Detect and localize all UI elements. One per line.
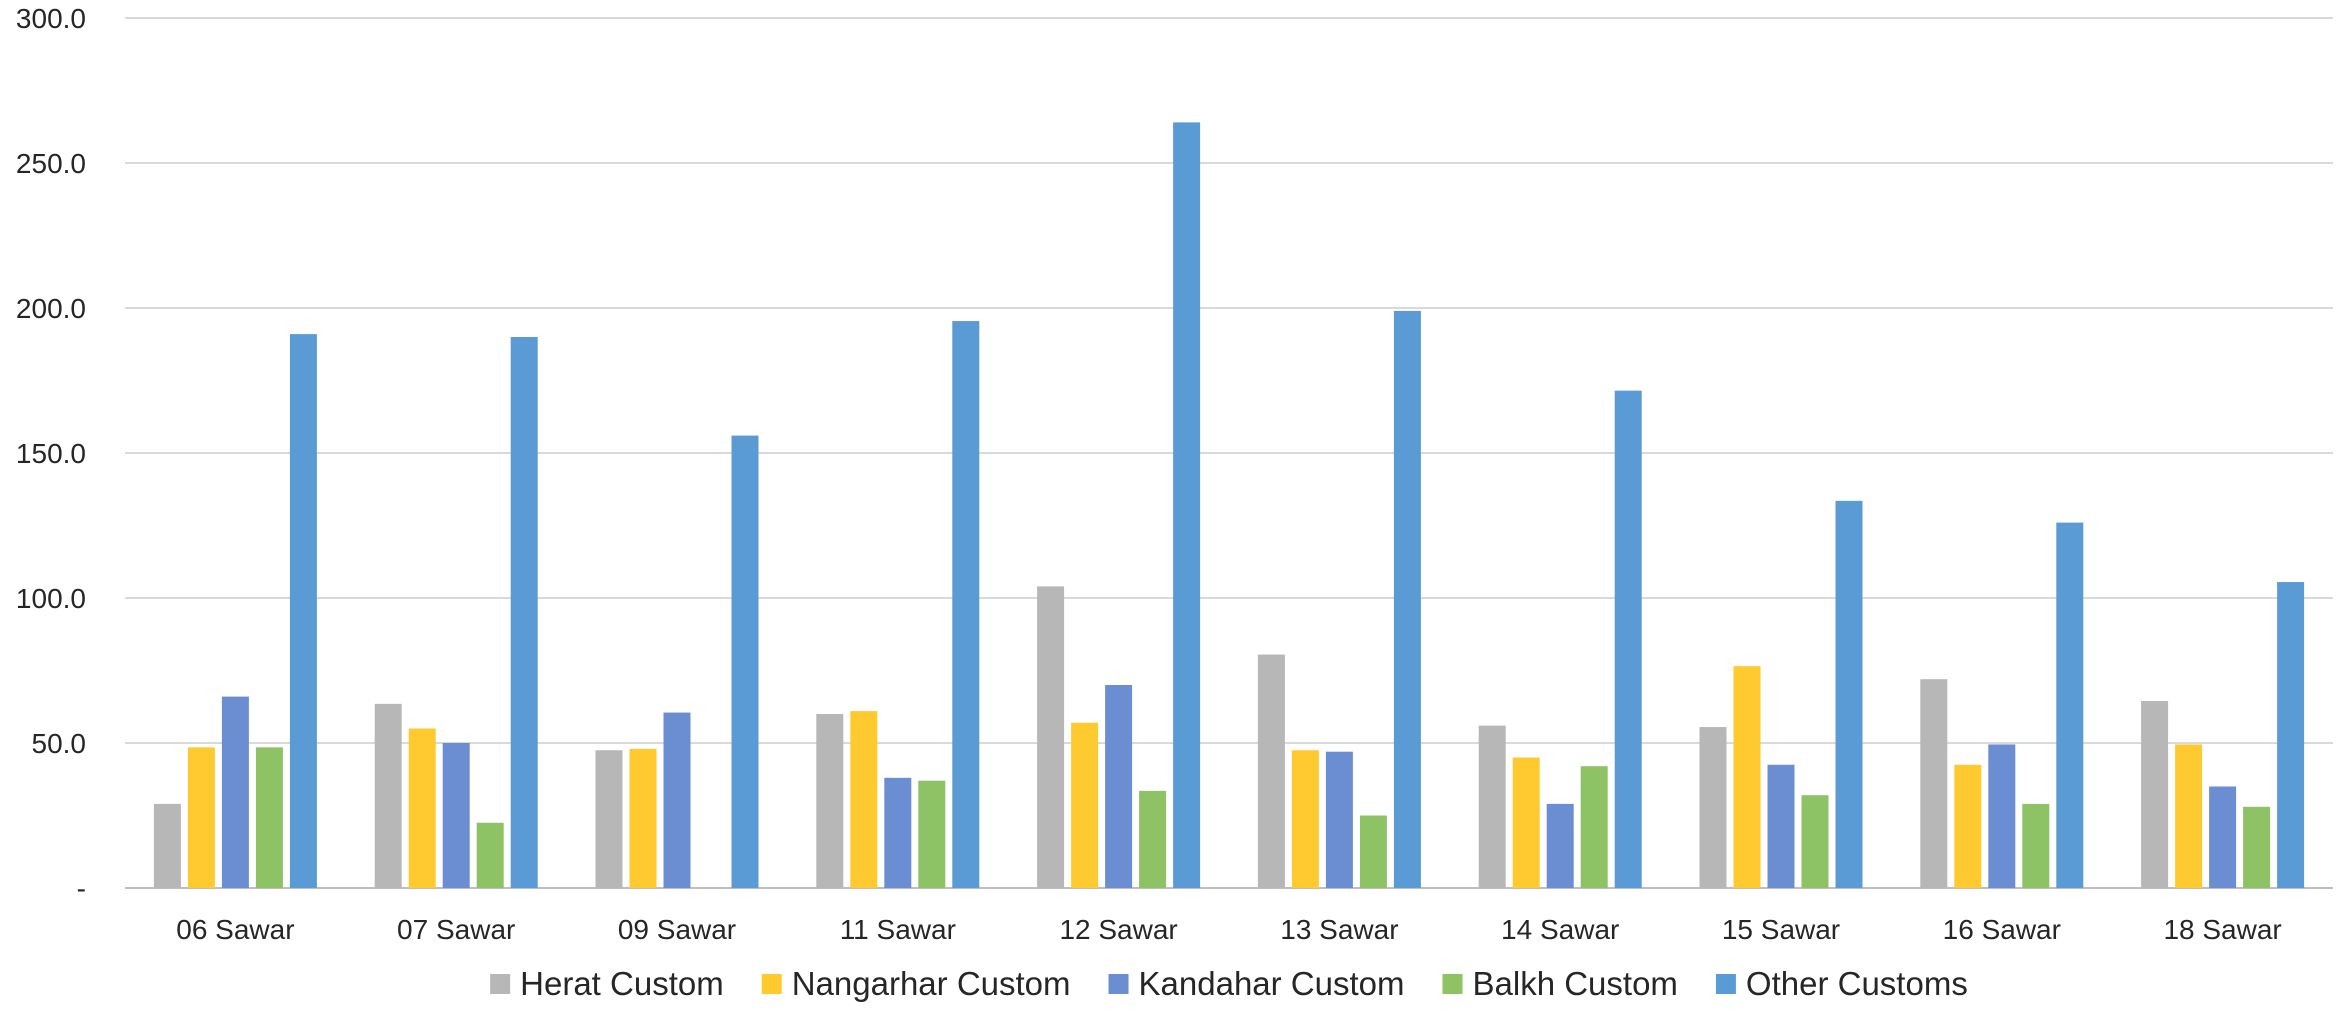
- x-axis-tick-labels: 06 Sawar 07 Sawar 09 Sawar 11 Sawar 12 Sawar…: [176, 914, 2281, 945]
- bar-other-customs-16-sawar: [2056, 522, 2084, 888]
- bar-other-customs-12-sawar: [1173, 122, 1201, 888]
- bar-nangarhar-custom-12-sawar: [1071, 722, 1099, 888]
- bar-nangarhar-custom-15-sawar: [1733, 666, 1761, 888]
- bar-kandahar-custom-06-sawar: [221, 696, 249, 888]
- bar-kandahar-custom-15-sawar: [1767, 764, 1795, 888]
- bar-nangarhar-custom-14-sawar: [1512, 757, 1540, 888]
- bars: [153, 122, 2305, 889]
- bar-balkh-custom-11-sawar: [918, 780, 946, 888]
- bar-other-customs-14-sawar: [1614, 390, 1642, 888]
- legend-swatch: [1715, 974, 1736, 994]
- bar-balkh-custom-07-sawar: [476, 822, 504, 888]
- y-tick-label: 250.0: [16, 148, 86, 179]
- legend-item-other-customs: Other Customs: [1715, 965, 1968, 1002]
- legend-item-kandahar-custom: Kandahar Custom: [1108, 965, 1405, 1002]
- bar-kandahar-custom-09-sawar: [663, 712, 691, 888]
- x-tick-label: 18 Sawar: [2163, 914, 2281, 945]
- bar-nangarhar-custom-13-sawar: [1291, 750, 1319, 888]
- bar-other-customs-09-sawar: [731, 435, 759, 888]
- bar-other-customs-15-sawar: [1835, 500, 1863, 888]
- bar-balkh-custom-15-sawar: [1801, 795, 1829, 888]
- bar-herat-custom-06-sawar: [153, 803, 181, 888]
- bar-nangarhar-custom-18-sawar: [2175, 744, 2203, 888]
- x-tick-label: 15 Sawar: [1722, 914, 1840, 945]
- legend: Herat Custom Nangarhar Custom Kandahar Cus…: [490, 965, 1968, 1002]
- bar-other-customs-13-sawar: [1393, 310, 1421, 888]
- bar-kandahar-custom-11-sawar: [884, 777, 912, 888]
- bar-balkh-custom-06-sawar: [255, 747, 283, 888]
- bar-herat-custom-15-sawar: [1699, 727, 1727, 888]
- bar-herat-custom-14-sawar: [1478, 725, 1506, 888]
- bar-kandahar-custom-14-sawar: [1546, 803, 1574, 888]
- legend-swatch: [490, 974, 511, 994]
- legend-swatch: [761, 974, 782, 994]
- legend-swatch: [1442, 974, 1463, 994]
- bar-other-customs-18-sawar: [2277, 582, 2305, 888]
- x-tick-label: 06 Sawar: [176, 914, 294, 945]
- bar-other-customs-06-sawar: [289, 334, 317, 889]
- bar-balkh-custom-16-sawar: [2022, 803, 2050, 888]
- y-tick-label: -: [77, 873, 86, 904]
- x-tick-label: 12 Sawar: [1059, 914, 1177, 945]
- bar-balkh-custom-12-sawar: [1139, 790, 1167, 888]
- bar-other-customs-11-sawar: [952, 321, 980, 888]
- bar-nangarhar-custom-09-sawar: [629, 748, 657, 888]
- bar-herat-custom-09-sawar: [595, 750, 623, 888]
- y-tick-label: 150.0: [16, 438, 86, 469]
- bar-herat-custom-11-sawar: [816, 714, 844, 888]
- bar-kandahar-custom-18-sawar: [2209, 786, 2237, 888]
- legend-item-nangarhar-custom: Nangarhar Custom: [761, 965, 1071, 1002]
- bar-balkh-custom-14-sawar: [1580, 766, 1608, 888]
- x-tick-label: 16 Sawar: [1943, 914, 2061, 945]
- x-tick-label: 11 Sawar: [840, 914, 956, 945]
- legend-label: Other Customs: [1746, 965, 1968, 1002]
- bar-kandahar-custom-16-sawar: [1988, 744, 2016, 888]
- legend-label: Balkh Custom: [1473, 965, 1678, 1002]
- x-tick-label: 13 Sawar: [1280, 914, 1398, 945]
- legend-swatch: [1108, 974, 1129, 994]
- bar-herat-custom-18-sawar: [2141, 700, 2169, 888]
- bar-kandahar-custom-12-sawar: [1105, 685, 1133, 888]
- legend-label: Herat Custom: [520, 965, 724, 1002]
- legend-label: Kandahar Custom: [1139, 965, 1405, 1002]
- bar-balkh-custom-13-sawar: [1359, 815, 1387, 888]
- y-tick-label: 50.0: [32, 728, 87, 759]
- legend-item-herat-custom: Herat Custom: [490, 965, 724, 1002]
- bar-herat-custom-16-sawar: [1920, 679, 1948, 888]
- y-tick-label: 200.0: [16, 293, 86, 324]
- y-tick-label: 100.0: [16, 583, 86, 614]
- bar-herat-custom-12-sawar: [1037, 586, 1065, 888]
- bar-other-customs-07-sawar: [510, 337, 538, 888]
- x-tick-label: 14 Sawar: [1501, 914, 1619, 945]
- bar-nangarhar-custom-06-sawar: [187, 747, 215, 888]
- bar-herat-custom-13-sawar: [1257, 654, 1285, 888]
- y-tick-label: 300.0: [16, 3, 86, 34]
- bar-balkh-custom-18-sawar: [2243, 806, 2271, 888]
- bar-kandahar-custom-07-sawar: [442, 743, 470, 888]
- legend-item-balkh-custom: Balkh Custom: [1442, 965, 1678, 1002]
- bar-nangarhar-custom-16-sawar: [1954, 764, 1982, 888]
- legend-label: Nangarhar Custom: [792, 965, 1071, 1002]
- bar-nangarhar-custom-11-sawar: [850, 711, 878, 888]
- gridlines: [125, 17, 2333, 889]
- x-tick-label: 09 Sawar: [618, 914, 736, 945]
- x-tick-label: 07 Sawar: [397, 914, 515, 945]
- bar-nangarhar-custom-07-sawar: [408, 728, 436, 888]
- bar-kandahar-custom-13-sawar: [1325, 751, 1353, 888]
- bar-herat-custom-07-sawar: [374, 703, 402, 888]
- y-axis-tick-labels: - 50.0 100.0 150.0 200.0 250.0 300.0: [16, 3, 86, 904]
